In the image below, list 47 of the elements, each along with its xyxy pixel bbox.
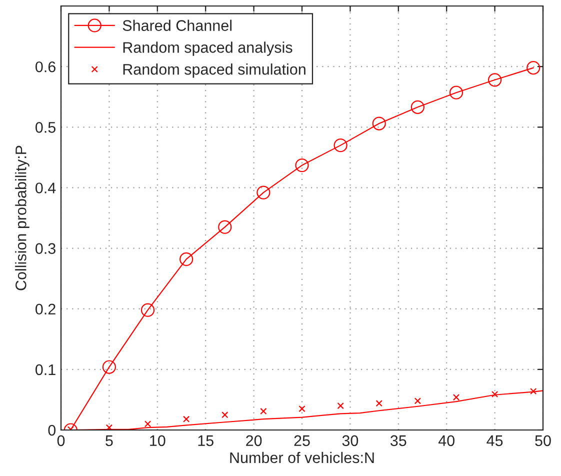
legend-label: Random spaced analysis	[123, 42, 292, 56]
point	[452, 394, 460, 401]
y-tick-label: 0.2	[36, 304, 56, 315]
y-tick-label: 0	[48, 424, 56, 436]
point	[337, 402, 344, 410]
point	[140, 303, 155, 317]
point	[491, 390, 498, 398]
legend-label: Shared Channel	[122, 20, 232, 31]
x-tick-label: 30	[342, 435, 358, 446]
x-tick-label: 5	[106, 435, 113, 446]
point	[260, 408, 267, 415]
y-tick-label: 0.1	[36, 364, 56, 376]
y-tick-label: 0.6	[36, 61, 56, 72]
x-tick-label: 45	[486, 435, 503, 446]
x-tick-label: 15	[198, 435, 214, 446]
point	[218, 220, 232, 234]
x-tick-label: 50	[535, 435, 551, 446]
y-axis-title: Collision probability:P	[15, 146, 30, 290]
point	[449, 86, 464, 100]
point	[182, 416, 190, 422]
x-tick-label: 25	[294, 435, 310, 446]
point	[222, 412, 228, 418]
y-tick-label: 0.4	[36, 182, 56, 194]
point	[526, 60, 540, 75]
x-tick-label: 35	[390, 435, 406, 446]
point	[488, 73, 502, 87]
x-tick-label: 20	[246, 435, 262, 446]
legend-label: Random spaced simulation	[123, 64, 306, 78]
point	[410, 100, 424, 114]
x-axis-title: Number of vehicles:N	[230, 452, 374, 464]
point	[376, 400, 382, 407]
x-tick-label: 0	[57, 435, 65, 446]
point	[106, 424, 113, 430]
point	[295, 158, 309, 172]
point	[530, 388, 537, 395]
x-tick-label: 10	[150, 435, 166, 446]
point	[144, 420, 152, 428]
point	[334, 138, 348, 152]
point	[372, 116, 386, 130]
x-tick-label: 40	[438, 435, 454, 446]
point	[180, 252, 194, 266]
point	[414, 398, 422, 404]
point	[102, 360, 116, 374]
point	[256, 186, 270, 200]
y-tick-label: 0.5	[36, 122, 56, 133]
y-tick-label: 0.3	[36, 243, 56, 254]
point	[298, 405, 306, 412]
